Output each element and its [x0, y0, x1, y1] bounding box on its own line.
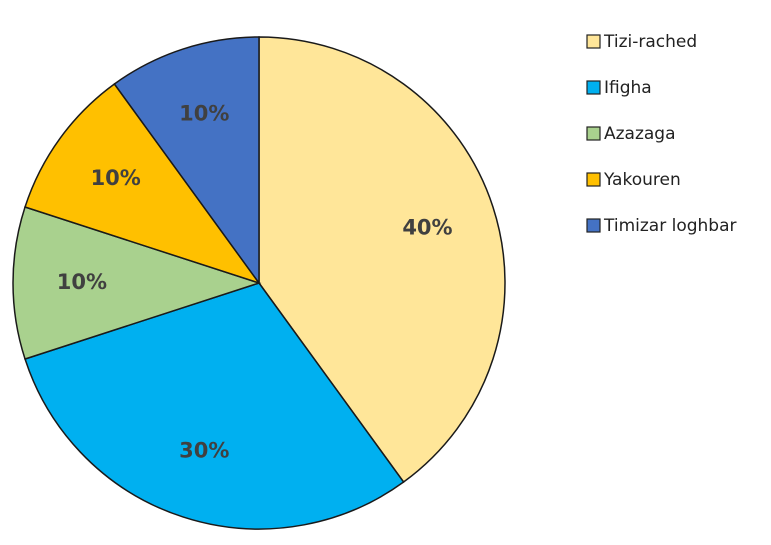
value-label: 10% — [179, 102, 229, 126]
pie-slice — [258, 36, 506, 484]
legend-label: Tizi-rached — [603, 32, 697, 52]
legend-swatch — [586, 172, 601, 187]
value-label: 40% — [402, 215, 452, 239]
legend-swatch — [586, 218, 601, 233]
legend-label: Timizar loghbar — [603, 216, 737, 236]
legend-label: Azazaga — [604, 124, 676, 144]
legend-label: Ifigha — [604, 78, 652, 98]
pie-slice — [24, 82, 261, 285]
legend-swatch — [586, 34, 601, 49]
pie-slice — [24, 282, 405, 530]
value-label: 10% — [91, 166, 141, 190]
legend-swatch — [586, 126, 601, 141]
value-label: 30% — [179, 438, 229, 462]
value-label: 10% — [57, 270, 107, 294]
legend-swatch — [586, 80, 601, 95]
legend-label: Yakouren — [603, 170, 681, 190]
pie-slice — [12, 206, 262, 360]
pie-slice — [113, 36, 260, 286]
